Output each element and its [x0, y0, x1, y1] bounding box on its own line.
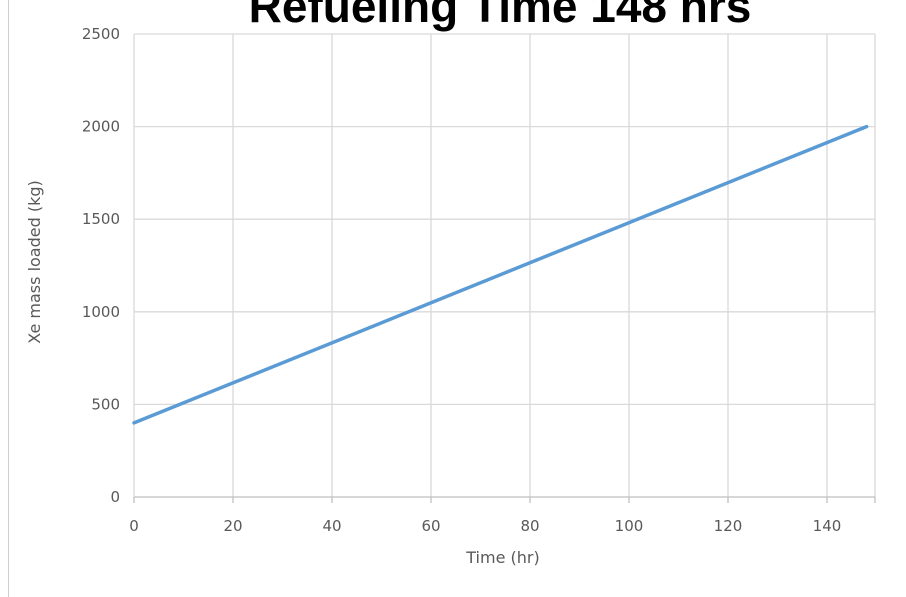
- x-tick-label: 140: [813, 517, 842, 535]
- axes: [133, 34, 876, 503]
- series-lines: [132, 124, 869, 425]
- x-tick-label: 120: [714, 517, 743, 535]
- x-tick-label: 100: [615, 517, 644, 535]
- y-tick-label: 2500: [82, 25, 120, 43]
- x-tick-label: 0: [129, 517, 139, 535]
- chart-title: Refueling Time 148 hrs: [248, 0, 752, 32]
- x-axis-label: Time (hr): [465, 548, 539, 567]
- x-tick-label: 40: [322, 517, 341, 535]
- x-tick-label: 20: [223, 517, 242, 535]
- y-axis-label: Xe mass loaded (kg): [25, 180, 44, 344]
- y-tick-label: 1000: [82, 303, 120, 321]
- gridlines: [134, 33, 876, 497]
- y-tick-label: 500: [91, 395, 120, 413]
- x-tick-label: 60: [421, 517, 440, 535]
- y-tick-label: 0: [110, 488, 120, 506]
- chart-frame-edge: [8, 0, 9, 597]
- series-line: [132, 124, 869, 425]
- y-tick-label: 2000: [82, 118, 120, 136]
- tick-labels: 0 500 1000 1500 2000 2500 0 20 40 60 80 100 120 140: [82, 25, 842, 535]
- x-tick-label: 80: [520, 517, 539, 535]
- y-tick-label: 1500: [82, 210, 120, 228]
